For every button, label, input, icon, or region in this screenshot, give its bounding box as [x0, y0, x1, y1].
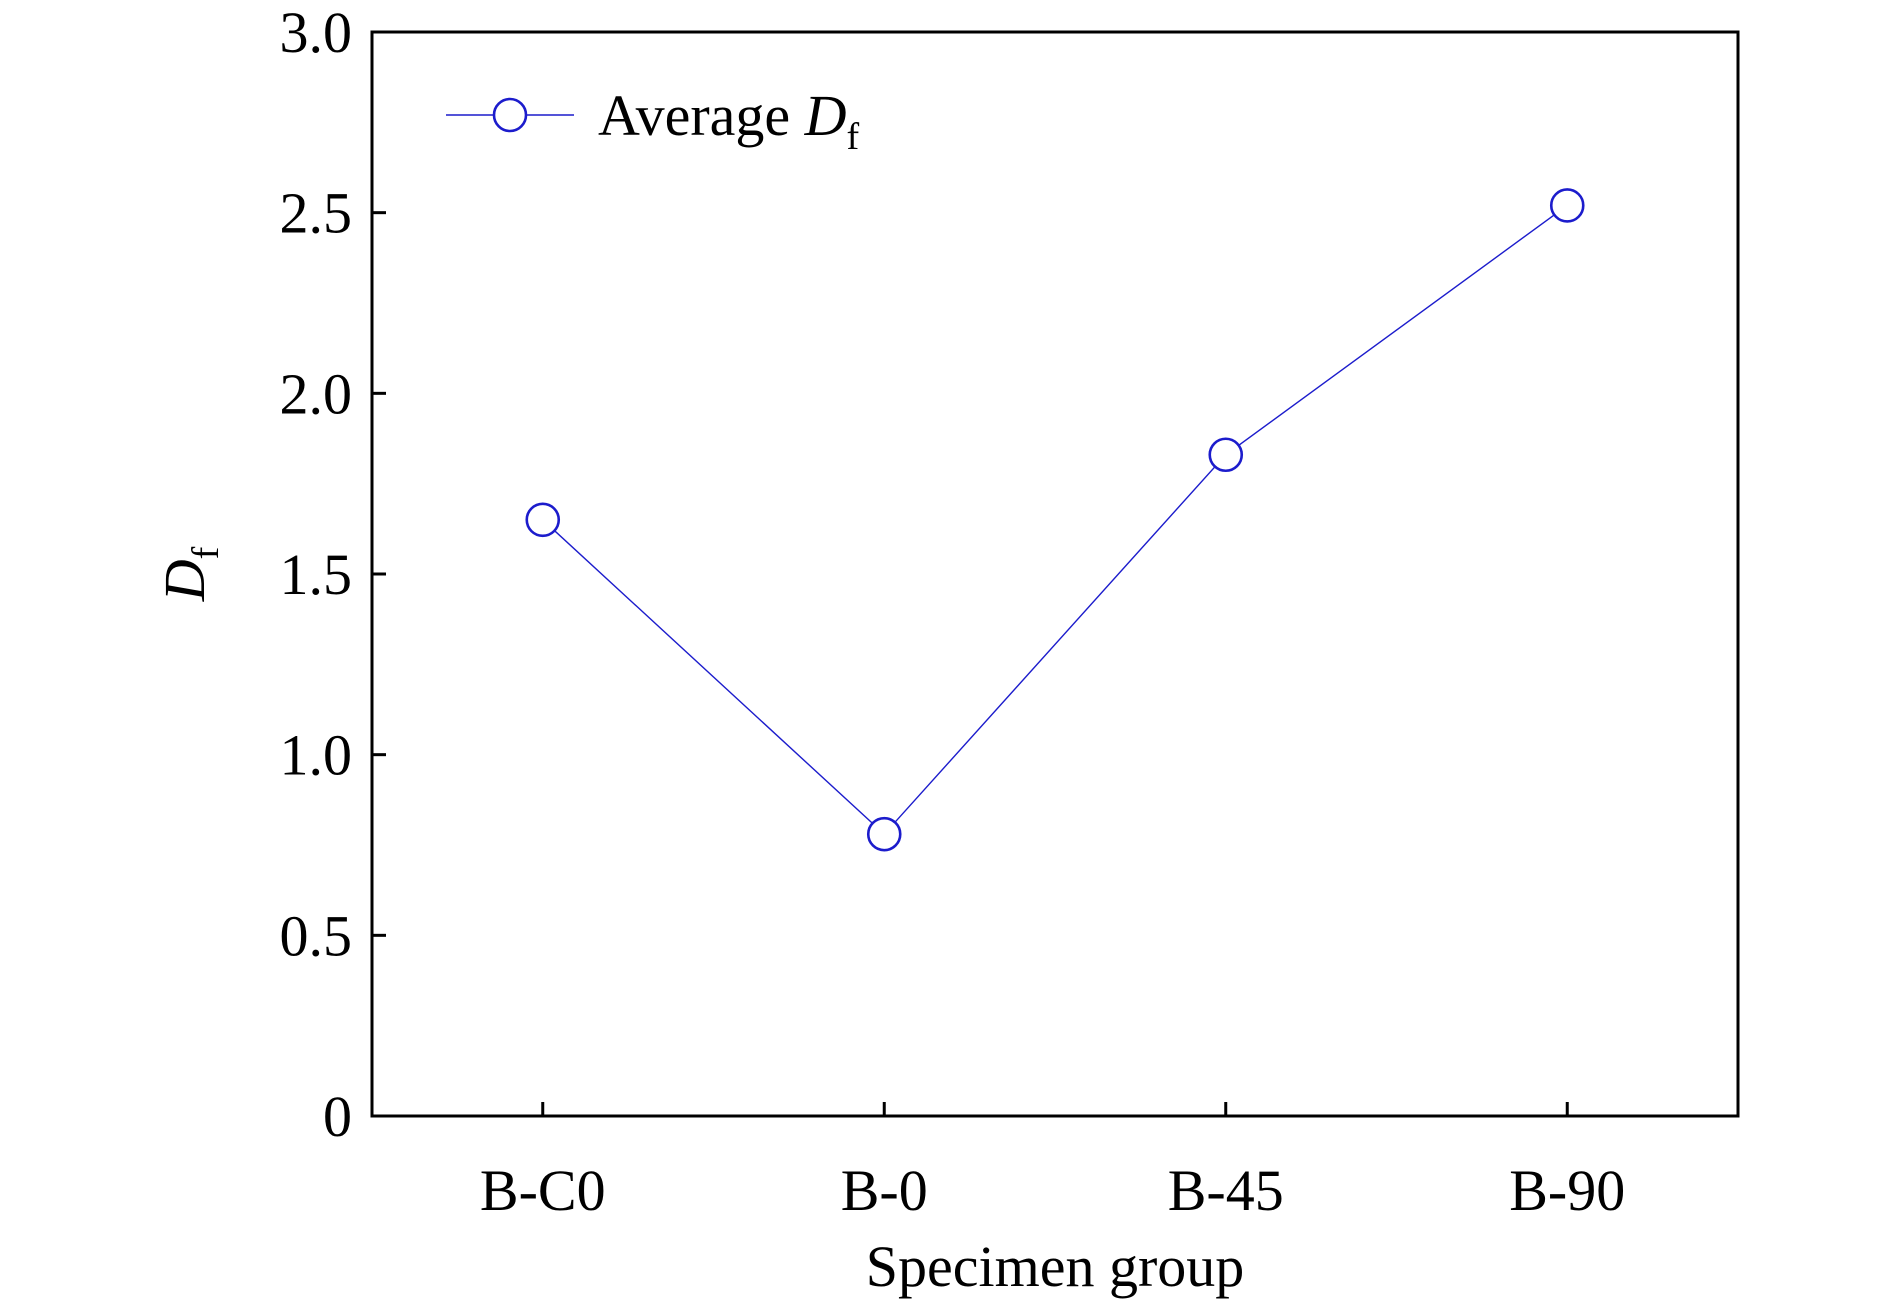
y-axis-title-symbol: D — [152, 559, 217, 602]
data-point — [525, 502, 561, 538]
legend: Average Df — [446, 83, 860, 158]
y-axis-title: Df — [152, 546, 227, 602]
y-tick-label: 1.5 — [280, 542, 353, 607]
y-tick-label: 2.5 — [280, 181, 353, 246]
x-axis-title: Specimen group — [866, 1234, 1245, 1299]
y-tick-label: 1.0 — [280, 723, 353, 788]
legend-label-main: Average — [598, 83, 805, 148]
y-tick-label: 0 — [323, 1084, 352, 1149]
legend-marker — [492, 97, 528, 133]
plot-border — [370, 30, 1740, 1118]
x-axis: B-C0 B-0 B-45 B-90 — [480, 1102, 1625, 1223]
x-tick-label: B-0 — [841, 1158, 928, 1223]
y-tick-label: 2.0 — [280, 361, 353, 426]
y-axis-title-subscript: f — [185, 546, 227, 559]
data-point — [1549, 188, 1585, 223]
x-tick-label: B-45 — [1168, 1158, 1284, 1223]
legend-label: Average Df — [598, 83, 860, 158]
legend-label-subscript: f — [847, 116, 860, 158]
data-point — [866, 816, 902, 852]
x-tick-label: B-C0 — [480, 1158, 606, 1223]
data-point — [1208, 437, 1244, 473]
y-axis: 0 0.5 1.0 1.5 2.0 2.5 3.0 — [280, 0, 386, 1149]
legend-label-symbol: D — [804, 83, 847, 148]
series-layer — [525, 188, 1585, 852]
plot-frame — [370, 30, 1740, 1118]
series-line — [542, 204, 1568, 836]
x-tick-label: B-90 — [1509, 1158, 1625, 1223]
y-tick-label: 3.0 — [280, 0, 353, 65]
y-tick-label: 0.5 — [280, 903, 353, 968]
